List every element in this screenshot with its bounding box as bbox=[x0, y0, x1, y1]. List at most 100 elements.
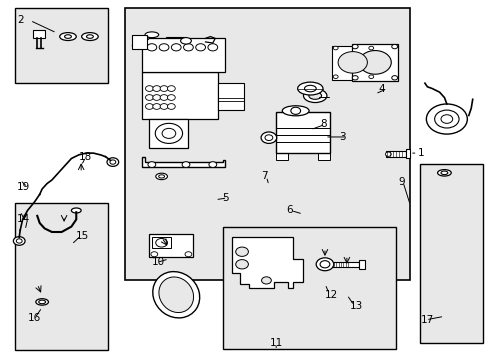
Bar bbox=[276, 112, 329, 153]
Ellipse shape bbox=[136, 43, 143, 48]
Ellipse shape bbox=[303, 89, 326, 103]
Ellipse shape bbox=[308, 92, 321, 99]
Circle shape bbox=[207, 44, 217, 51]
Circle shape bbox=[264, 135, 272, 140]
Text: 14: 14 bbox=[17, 215, 30, 224]
Ellipse shape bbox=[159, 277, 193, 312]
Circle shape bbox=[391, 76, 397, 80]
Circle shape bbox=[235, 260, 248, 269]
Bar bbox=[222, 226, 395, 348]
Circle shape bbox=[160, 95, 167, 100]
Circle shape bbox=[184, 252, 191, 257]
Ellipse shape bbox=[156, 173, 167, 180]
Circle shape bbox=[160, 104, 167, 109]
Text: 15: 15 bbox=[76, 231, 89, 240]
Circle shape bbox=[167, 104, 175, 109]
Circle shape bbox=[434, 110, 458, 128]
Circle shape bbox=[147, 44, 157, 51]
Text: 11: 11 bbox=[269, 338, 282, 348]
Bar bbox=[15, 203, 108, 350]
Circle shape bbox=[385, 152, 390, 156]
Ellipse shape bbox=[60, 33, 76, 41]
Text: 18: 18 bbox=[79, 152, 92, 162]
Bar bbox=[276, 151, 288, 160]
Bar bbox=[142, 39, 224, 72]
Text: 5: 5 bbox=[222, 193, 229, 203]
Circle shape bbox=[13, 237, 25, 245]
Circle shape bbox=[16, 239, 22, 243]
Bar bbox=[217, 83, 244, 110]
Text: 17: 17 bbox=[420, 315, 433, 325]
Text: 12: 12 bbox=[325, 290, 338, 300]
Bar bbox=[317, 151, 329, 160]
Text: 19: 19 bbox=[17, 182, 30, 192]
Circle shape bbox=[368, 75, 373, 78]
Ellipse shape bbox=[152, 271, 199, 318]
Circle shape bbox=[358, 50, 390, 74]
Ellipse shape bbox=[64, 35, 71, 39]
Text: 7: 7 bbox=[261, 171, 267, 181]
Text: 8: 8 bbox=[320, 120, 326, 129]
Bar bbox=[149, 234, 193, 257]
Circle shape bbox=[155, 123, 182, 143]
Circle shape bbox=[156, 238, 167, 247]
Text: 3: 3 bbox=[339, 132, 346, 142]
Ellipse shape bbox=[81, 33, 98, 41]
Circle shape bbox=[351, 44, 357, 49]
Ellipse shape bbox=[297, 82, 323, 95]
Text: 9: 9 bbox=[397, 177, 404, 187]
Text: 10: 10 bbox=[152, 257, 164, 267]
Circle shape bbox=[208, 162, 216, 167]
Polygon shape bbox=[142, 157, 224, 167]
Circle shape bbox=[195, 44, 205, 51]
Circle shape bbox=[107, 158, 119, 166]
Bar bbox=[419, 164, 483, 343]
Circle shape bbox=[151, 252, 158, 257]
Circle shape bbox=[167, 95, 175, 100]
Bar bbox=[351, 44, 397, 81]
Bar bbox=[152, 237, 171, 248]
Circle shape bbox=[368, 46, 373, 50]
Text: 13: 13 bbox=[348, 301, 362, 311]
Bar bbox=[385, 151, 406, 157]
Circle shape bbox=[440, 115, 452, 123]
Circle shape bbox=[391, 44, 397, 49]
Bar bbox=[149, 119, 188, 148]
Bar bbox=[33, 31, 45, 39]
Ellipse shape bbox=[158, 175, 164, 178]
Circle shape bbox=[145, 95, 153, 100]
Circle shape bbox=[261, 277, 271, 284]
Circle shape bbox=[337, 51, 366, 73]
Ellipse shape bbox=[36, 299, 48, 305]
Bar bbox=[331, 45, 373, 80]
Circle shape bbox=[332, 46, 337, 50]
Circle shape bbox=[153, 104, 160, 109]
Ellipse shape bbox=[71, 208, 81, 213]
Bar bbox=[331, 262, 358, 267]
Circle shape bbox=[160, 86, 167, 91]
Ellipse shape bbox=[440, 171, 447, 175]
Circle shape bbox=[167, 86, 175, 91]
Ellipse shape bbox=[86, 35, 93, 39]
Text: 1: 1 bbox=[417, 148, 424, 158]
Bar bbox=[142, 72, 217, 119]
Circle shape bbox=[426, 104, 467, 134]
Circle shape bbox=[261, 132, 276, 143]
Bar bbox=[406, 149, 409, 158]
Circle shape bbox=[153, 86, 160, 91]
Bar bbox=[358, 260, 364, 269]
Text: 16: 16 bbox=[27, 313, 41, 323]
Ellipse shape bbox=[304, 85, 316, 92]
Circle shape bbox=[145, 86, 153, 91]
Ellipse shape bbox=[132, 42, 147, 49]
Ellipse shape bbox=[145, 32, 158, 38]
Circle shape bbox=[162, 129, 175, 138]
Circle shape bbox=[351, 76, 357, 80]
Ellipse shape bbox=[140, 36, 149, 41]
Circle shape bbox=[320, 261, 329, 268]
Bar bbox=[15, 8, 108, 83]
Bar bbox=[166, 37, 185, 45]
Ellipse shape bbox=[180, 38, 191, 44]
Circle shape bbox=[182, 162, 189, 167]
Bar bbox=[132, 35, 147, 49]
